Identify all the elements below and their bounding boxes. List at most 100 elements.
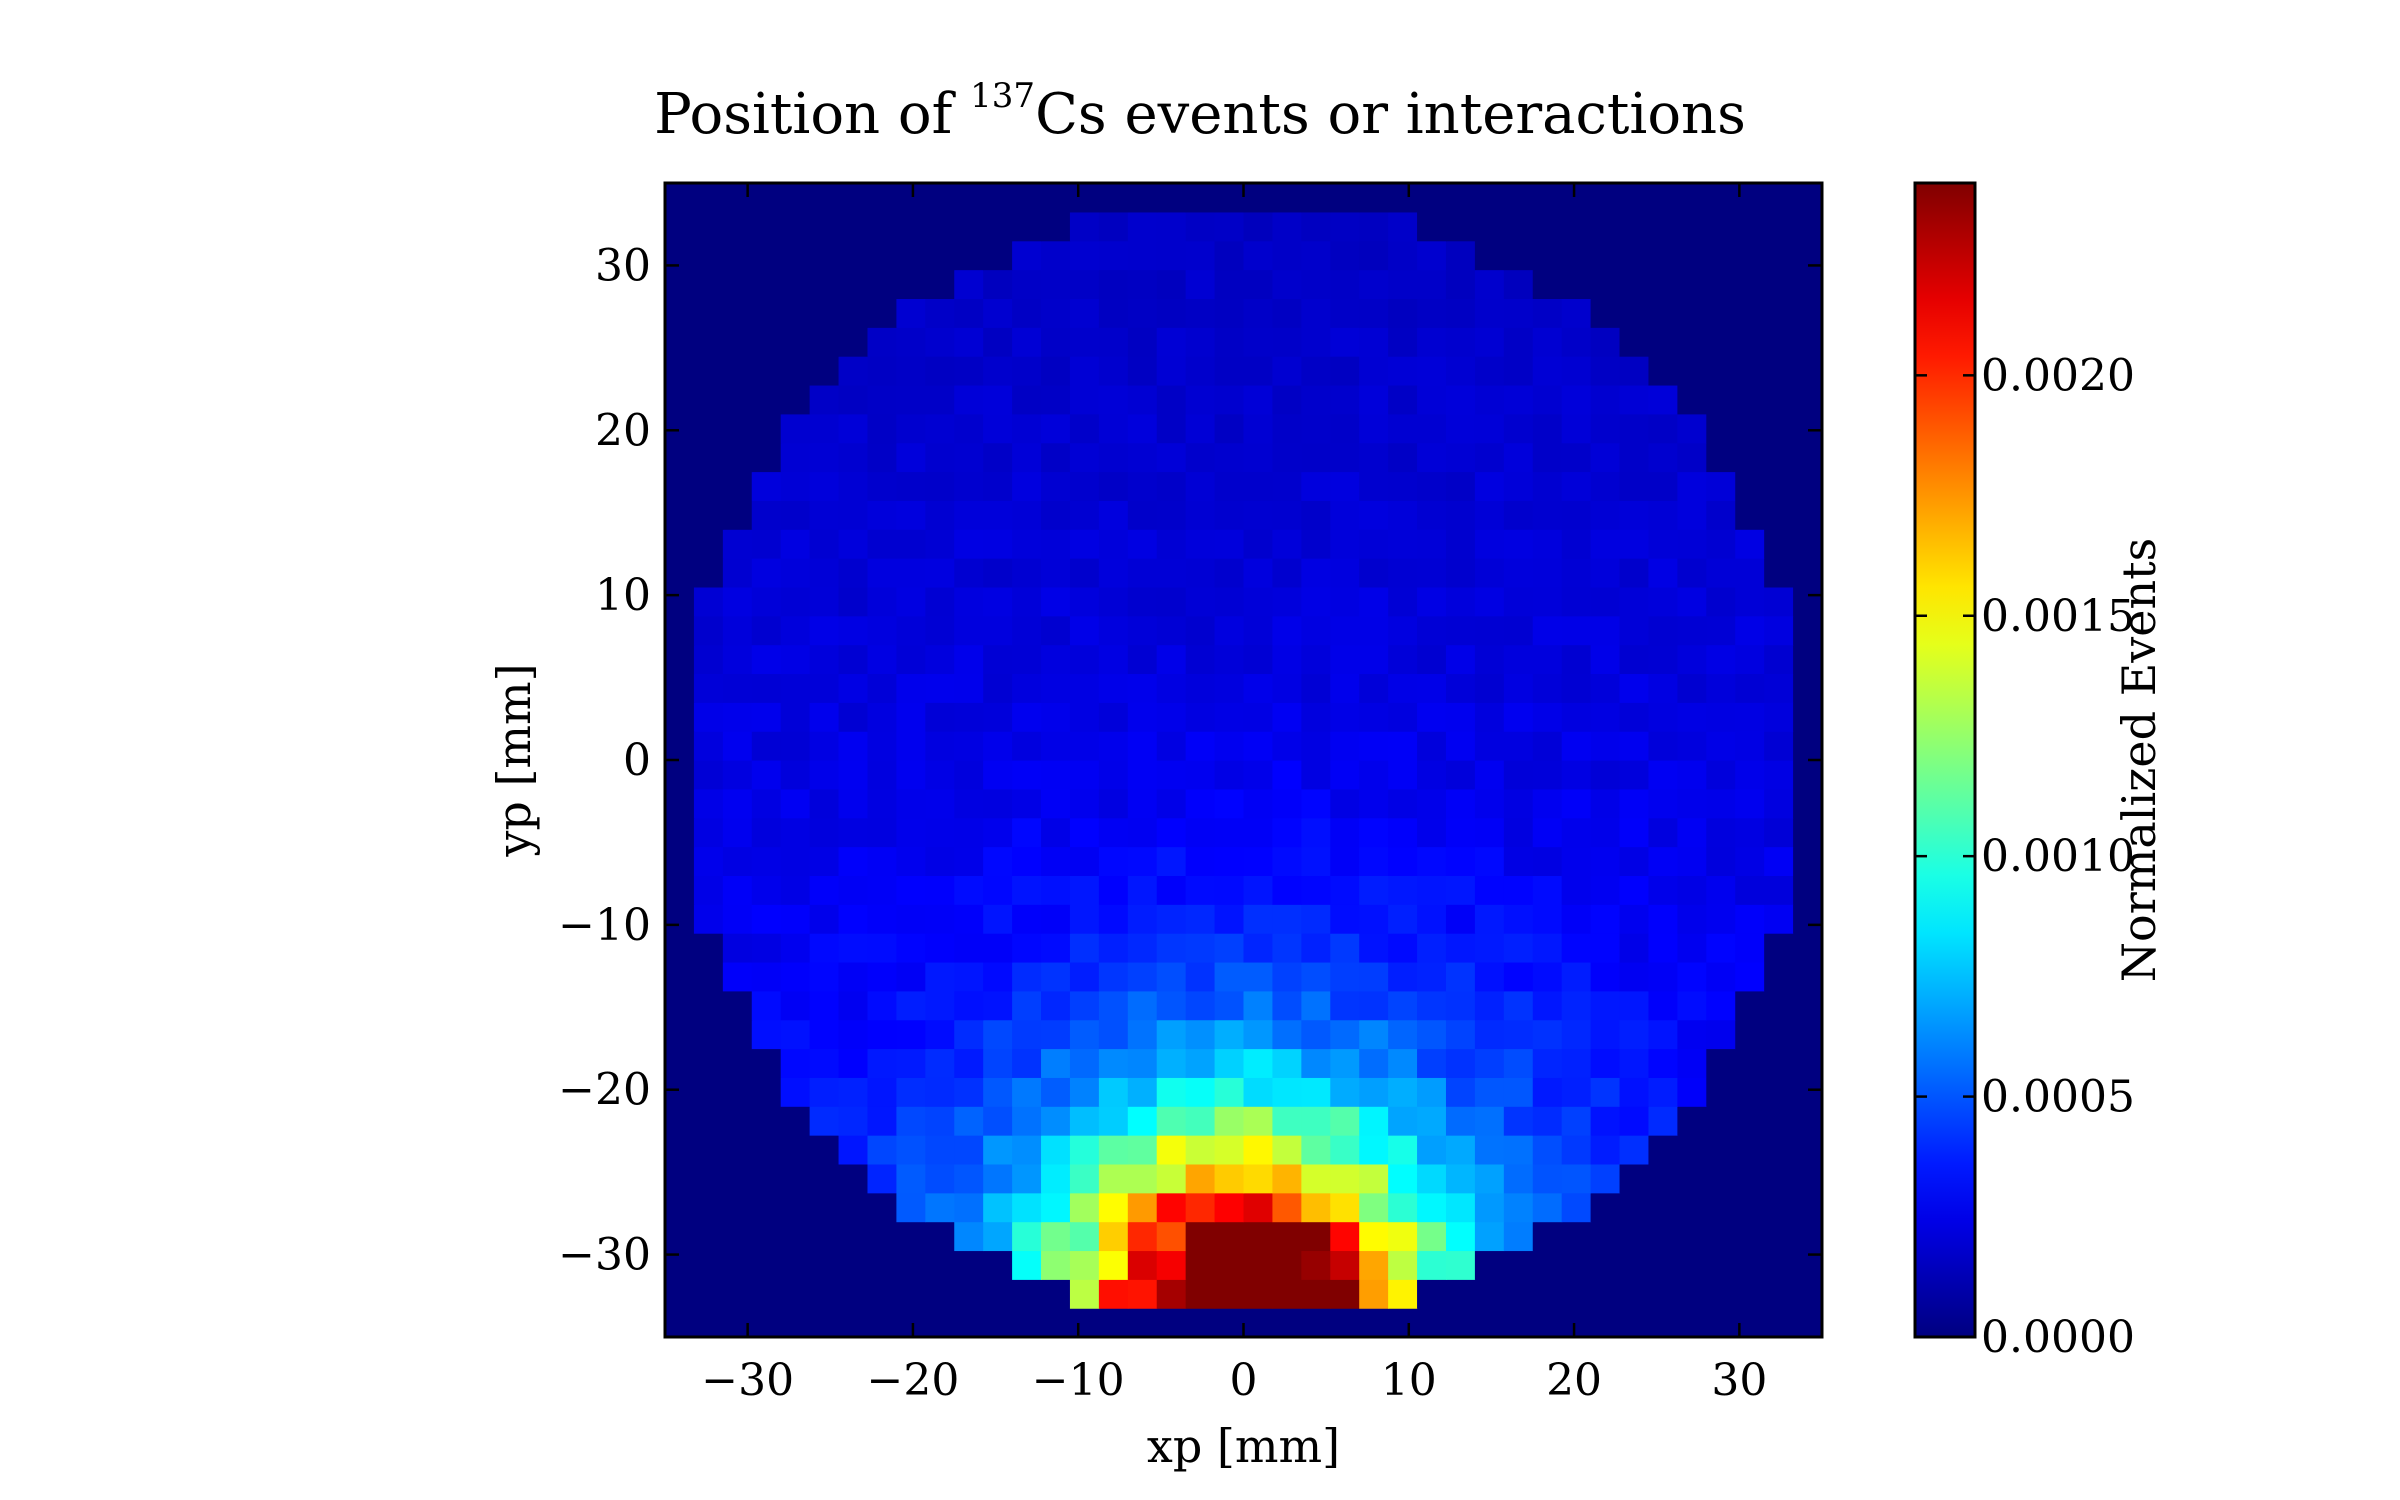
heatmap-cell — [1069, 1308, 1100, 1338]
heatmap-cell — [838, 731, 869, 761]
heatmap-cell — [925, 673, 955, 703]
heatmap-cell — [1677, 211, 1707, 242]
heatmap-cell — [722, 327, 753, 357]
heatmap-cell — [1445, 990, 1476, 1021]
heatmap-cell — [867, 1279, 897, 1309]
heatmap-cell — [722, 442, 753, 473]
heatmap-cell — [1764, 1106, 1794, 1136]
heatmap-cell — [1677, 1308, 1707, 1338]
heatmap-cell — [693, 529, 724, 559]
heatmap-cell — [1764, 1135, 1794, 1165]
heatmap-cell — [780, 442, 811, 473]
heatmap-cell — [1764, 1163, 1794, 1194]
heatmap-cell — [1735, 356, 1765, 386]
heatmap-cell — [1445, 240, 1476, 271]
heatmap-cell — [838, 384, 869, 415]
heatmap-cell — [1764, 442, 1794, 473]
heatmap-cell — [838, 1077, 869, 1107]
heatmap-cell — [1532, 933, 1563, 963]
heatmap-cell — [925, 211, 955, 242]
heatmap-cell — [751, 211, 782, 242]
heatmap-cell — [1648, 1163, 1678, 1194]
heatmap-cell — [1272, 1106, 1302, 1136]
heatmap-cell — [1388, 413, 1418, 444]
heatmap-cell — [1359, 904, 1389, 934]
heatmap-cell — [1503, 500, 1534, 530]
heatmap-cell — [1417, 211, 1447, 242]
heatmap-cell — [838, 904, 869, 934]
heatmap-cell — [751, 904, 782, 934]
y-axis-label: yp [mm] — [487, 663, 541, 857]
heatmap-cell — [1272, 731, 1302, 761]
heatmap-cell — [1185, 298, 1216, 328]
heatmap-cell — [1243, 586, 1274, 617]
heatmap-cell — [809, 1077, 840, 1107]
heatmap-cell — [1156, 673, 1187, 703]
heatmap-cell — [665, 327, 695, 357]
heatmap-cell — [1474, 1308, 1505, 1338]
heatmap-cell — [1417, 500, 1447, 530]
heatmap-cell — [1677, 731, 1707, 761]
heatmap-cell — [1561, 1019, 1592, 1050]
y-tick-label: 30 — [595, 240, 651, 291]
heatmap-cell — [838, 1019, 869, 1050]
heatmap-cell — [1012, 731, 1042, 761]
heatmap-cell — [1793, 644, 1823, 675]
heatmap-cell — [1619, 1163, 1650, 1194]
heatmap-cell — [1098, 1221, 1129, 1252]
heatmap-cell — [1474, 702, 1505, 732]
heatmap-cell — [925, 1048, 955, 1078]
heatmap-cell — [1474, 990, 1505, 1021]
heatmap-cell — [1012, 933, 1042, 963]
heatmap-cell — [665, 1048, 695, 1078]
heatmap-cell — [925, 356, 955, 386]
heatmap-cell — [1069, 731, 1100, 761]
heatmap-cell — [1301, 240, 1331, 271]
heatmap-cell — [1445, 471, 1476, 501]
heatmap-cell — [1532, 673, 1563, 703]
heatmap-cell — [1359, 615, 1389, 646]
heatmap-cell — [1098, 384, 1129, 415]
heatmap-cell — [1243, 529, 1274, 559]
heatmap-cell — [1301, 673, 1331, 703]
heatmap-cell — [896, 644, 926, 675]
heatmap-cell — [1388, 1106, 1418, 1136]
heatmap-cell — [1041, 413, 1071, 444]
heatmap-cell — [1619, 731, 1650, 761]
heatmap-cell — [1127, 269, 1158, 299]
heatmap-cell — [1214, 731, 1245, 761]
heatmap-cell — [1532, 269, 1563, 299]
heatmap-cell — [867, 442, 897, 473]
heatmap-cell — [1098, 1077, 1129, 1107]
heatmap-cell — [1503, 1048, 1534, 1078]
heatmap-cell — [1185, 529, 1216, 559]
heatmap-cell — [1041, 1279, 1071, 1309]
heatmap-cell — [1417, 760, 1447, 790]
heatmap-cell — [751, 1192, 782, 1223]
heatmap-cell — [722, 529, 753, 559]
heatmap-cell — [1648, 1192, 1678, 1223]
heatmap-cell — [1243, 875, 1274, 905]
heatmap-cell — [896, 1135, 926, 1165]
heatmap-cell — [925, 384, 955, 415]
heatmap-cell — [1185, 269, 1216, 299]
heatmap-cell — [954, 1048, 984, 1078]
heatmap-cell — [1677, 356, 1707, 386]
heatmap-cell — [1735, 327, 1765, 357]
heatmap-cell — [1388, 1048, 1418, 1078]
heatmap-cell — [1098, 1279, 1129, 1309]
heatmap-cell — [954, 760, 984, 790]
heatmap-cell — [1532, 615, 1563, 646]
heatmap-cell — [1590, 904, 1621, 934]
heatmap-cell — [1619, 644, 1650, 675]
heatmap-cell — [1706, 327, 1736, 357]
heatmap-cell — [665, 298, 695, 328]
heatmap-cell — [1069, 1106, 1100, 1136]
heatmap-cell — [1388, 211, 1418, 242]
heatmap-cell — [1793, 1048, 1823, 1078]
heatmap-cell — [1417, 788, 1447, 819]
heatmap-cell — [809, 788, 840, 819]
heatmap-cell — [954, 788, 984, 819]
heatmap-cell — [751, 702, 782, 732]
heatmap-cell — [1561, 904, 1592, 934]
